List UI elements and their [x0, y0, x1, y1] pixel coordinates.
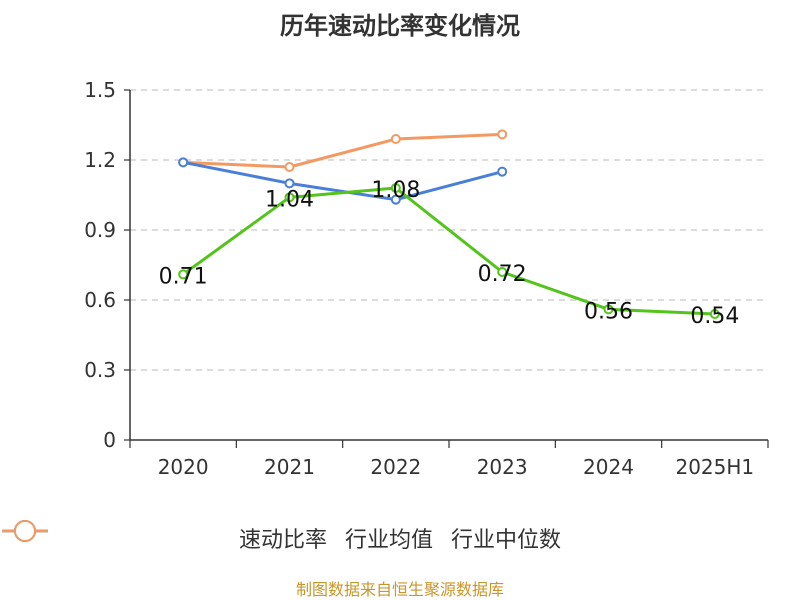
- x-tick-label: 2022: [370, 455, 421, 479]
- series-line-0: [182, 186, 715, 316]
- series-point-0: [178, 269, 189, 280]
- legend-item-industry-average[interactable]: 行业均值: [2, 520, 433, 554]
- legend-item-quick-ratio[interactable]: 速动比率: [2, 520, 327, 554]
- series-point-0: [390, 183, 401, 193]
- series-point-2: [497, 129, 508, 140]
- data-label: 1.08: [371, 178, 420, 203]
- legend-item-industry-median[interactable]: 行业中位数: [2, 520, 562, 554]
- x-tick-label: 2020: [158, 455, 209, 479]
- y-tick-label: 0.6: [84, 288, 116, 312]
- data-label: 0.71: [159, 264, 208, 289]
- x-tick-label: 2025H1: [675, 455, 754, 479]
- y-tick-label: 0.9: [84, 218, 116, 242]
- legend-label-industry-median: 行业中位数: [451, 528, 562, 553]
- source-note: 制图数据来自恒生聚源数据库: [295, 580, 504, 599]
- x-tick-label: 2021: [264, 455, 315, 479]
- legend-label-industry-average: 行业均值: [344, 528, 433, 553]
- y-tick-label: 1.5: [84, 78, 116, 102]
- legend-label-quick-ratio: 速动比率: [238, 528, 327, 553]
- series-point-0: [603, 304, 614, 315]
- x-tick-label: 2023: [477, 455, 528, 479]
- y-tick-label: 1.2: [84, 148, 116, 172]
- x-tick-label: 2024: [583, 455, 634, 479]
- series-point-0: [497, 267, 508, 277]
- y-tick-label: 0.3: [84, 358, 116, 382]
- data-label: 0.72: [478, 262, 527, 287]
- data-label: 0.56: [584, 299, 633, 324]
- series-point-1: [284, 178, 295, 189]
- series-point-1: [497, 166, 508, 177]
- y-tick-label: 0: [103, 428, 116, 452]
- series-point-1: [178, 157, 189, 168]
- chart-title: 历年速动比率变化情况: [280, 12, 520, 40]
- series-point-0: [284, 192, 295, 203]
- series-point-2: [284, 162, 295, 172]
- series-point-0: [709, 309, 720, 319]
- series-line-2: [183, 132, 503, 169]
- legend: 速动比率 行业均值 行业中位数: [0, 518, 800, 558]
- series-point-1: [390, 194, 401, 205]
- legend-swatch-industry-median-icon: [2, 520, 48, 542]
- data-label: 0.54: [690, 304, 739, 329]
- data-label: 1.04: [265, 187, 314, 212]
- series-point-2: [390, 134, 401, 144]
